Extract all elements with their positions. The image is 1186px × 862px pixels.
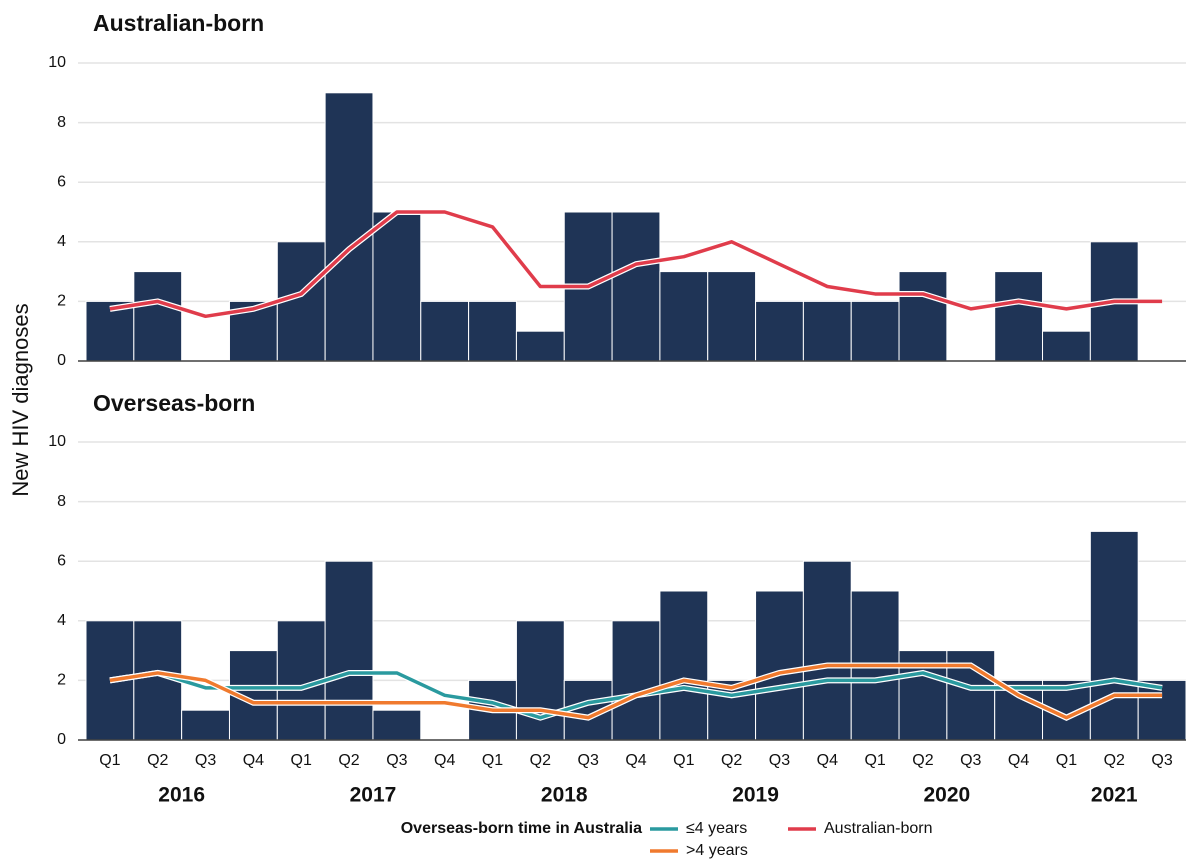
x-tick-label: Q2	[1104, 752, 1125, 769]
line	[109, 210, 1163, 319]
y-tick-label: 6	[57, 173, 66, 190]
bar	[802, 560, 852, 741]
legend-label: >4 years	[686, 842, 748, 859]
year-label: 2018	[541, 784, 588, 807]
y-tick-label: 8	[57, 114, 66, 131]
y-tick-label: 8	[57, 493, 66, 510]
bar	[372, 709, 422, 741]
y-tick-label: 4	[57, 612, 66, 629]
bar	[1042, 330, 1091, 362]
bar	[850, 300, 900, 362]
x-tick-label: Q2	[147, 752, 168, 769]
bar	[611, 620, 661, 741]
bar	[85, 300, 135, 362]
x-tick-label: Q3	[960, 752, 981, 769]
y-tick-label: 6	[57, 552, 66, 569]
line	[109, 663, 1163, 720]
bar	[898, 271, 948, 362]
bar	[611, 211, 661, 362]
bar	[324, 560, 374, 741]
bar	[707, 271, 757, 362]
bar	[420, 300, 470, 362]
y-tick-label: 10	[48, 54, 66, 71]
x-tick-label: Q1	[291, 752, 312, 769]
x-tick-label: Q3	[195, 752, 216, 769]
x-tick-label: Q4	[243, 752, 264, 769]
legend-label: ≤4 years	[686, 820, 747, 837]
y-axis-label: New HIV diagnoses	[8, 303, 33, 496]
bar	[468, 300, 517, 362]
y-tick-label: 0	[57, 731, 66, 748]
x-tick-label: Q4	[1008, 752, 1029, 769]
y-tick-label: 0	[57, 352, 66, 369]
panel-title: Overseas-born	[93, 390, 255, 416]
x-tick-label: Q2	[338, 752, 359, 769]
y-tick-label: 2	[57, 293, 66, 310]
panel-title: Australian-born	[93, 10, 264, 36]
bar	[181, 709, 230, 741]
x-tick-label: Q1	[673, 752, 694, 769]
bar	[802, 300, 852, 362]
bar	[659, 590, 709, 741]
bar	[1137, 679, 1186, 741]
bar	[133, 271, 183, 362]
x-tick-label: Q3	[386, 752, 407, 769]
year-label: 2017	[350, 784, 397, 807]
x-tick-label: Q3	[769, 752, 790, 769]
year-label: 2019	[732, 784, 779, 807]
x-tick-label: Q3	[1151, 752, 1172, 769]
x-tick-label: Q3	[578, 752, 599, 769]
x-tick-label: Q2	[530, 752, 551, 769]
year-label: 2021	[1091, 784, 1138, 807]
bar	[228, 650, 278, 741]
bar	[515, 330, 565, 362]
x-tick-label: Q2	[912, 752, 933, 769]
bar	[372, 211, 422, 362]
year-label: 2020	[924, 784, 971, 807]
y-tick-label: 4	[57, 233, 66, 250]
x-tick-label: Q1	[1056, 752, 1077, 769]
bar	[324, 92, 374, 362]
year-label: 2016	[158, 784, 205, 807]
y-tick-label: 10	[48, 433, 66, 450]
x-tick-label: Q1	[482, 752, 503, 769]
bar	[994, 271, 1044, 362]
legend-title: Overseas-born time in Australia	[401, 820, 642, 837]
x-tick-label: Q1	[99, 752, 120, 769]
bar	[659, 271, 709, 362]
x-tick-label: Q1	[864, 752, 885, 769]
x-tick-label: Q2	[721, 752, 742, 769]
x-tick-label: Q4	[817, 752, 838, 769]
bar	[755, 300, 804, 362]
bar	[515, 620, 565, 741]
y-tick-label: 2	[57, 672, 66, 689]
bar	[755, 590, 804, 741]
x-tick-label: Q4	[434, 752, 455, 769]
legend-label: Australian-born	[824, 820, 933, 837]
x-tick-label: Q4	[625, 752, 646, 769]
bar	[1089, 530, 1139, 741]
